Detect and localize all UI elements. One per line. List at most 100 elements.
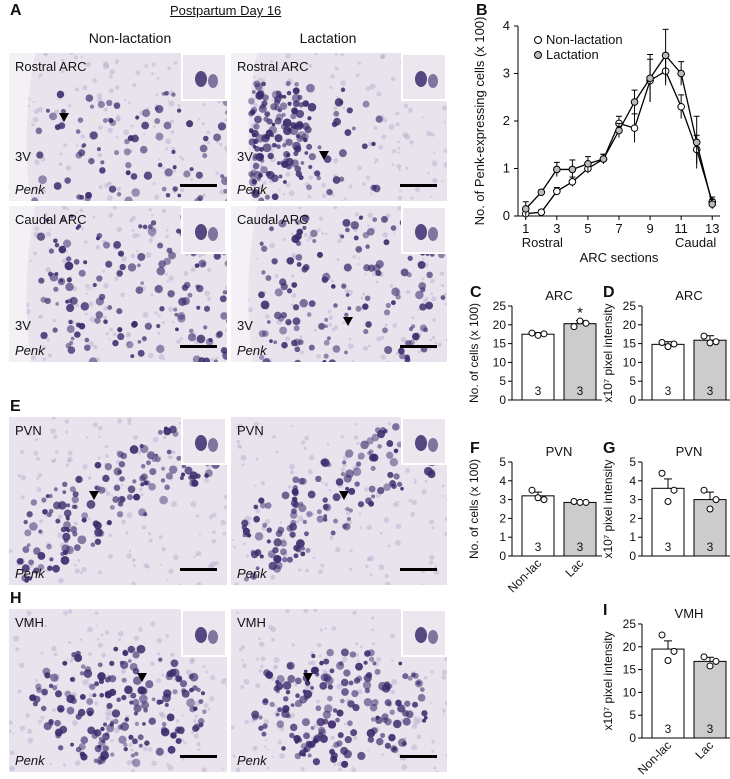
stained-cell (345, 486, 350, 491)
stained-cell (130, 354, 135, 359)
background-cell (206, 296, 212, 301)
individual-point (706, 505, 714, 513)
panel-label-f: F (470, 440, 480, 457)
stained-cell (55, 301, 60, 306)
stained-cell (66, 706, 75, 715)
data-point (599, 155, 608, 163)
individual-point (712, 338, 720, 346)
background-cell (249, 516, 252, 520)
stained-cell (365, 321, 372, 328)
panel-label-i: I (603, 602, 608, 619)
background-cell (98, 125, 103, 131)
background-cell (190, 267, 196, 273)
stained-cell (420, 287, 426, 293)
background-cell (443, 162, 447, 168)
category-label: Non-lac (635, 738, 674, 777)
data-point (553, 165, 561, 174)
inset-nucleus (415, 627, 427, 643)
chart-title: VMH (675, 606, 704, 621)
background-cell (243, 542, 246, 546)
stained-cell (77, 117, 84, 123)
stained-cell (323, 503, 332, 512)
data-point (708, 200, 717, 208)
background-cell (278, 188, 281, 191)
background-cell (444, 302, 447, 306)
stained-cell (130, 321, 138, 328)
stained-cell (94, 745, 102, 753)
background-cell (63, 143, 68, 148)
stained-cell (116, 697, 121, 703)
background-cell (422, 257, 425, 261)
background-cell (291, 292, 297, 298)
stained-cell (408, 327, 413, 331)
background-cell (168, 100, 175, 107)
stained-cell (148, 483, 156, 491)
stained-cell (60, 217, 66, 222)
stained-cell (93, 729, 98, 735)
background-cell (297, 515, 304, 522)
background-cell (196, 581, 202, 585)
stained-cell (140, 463, 146, 469)
background-cell (59, 152, 63, 156)
inset-cell (195, 224, 218, 241)
background-cell (105, 454, 109, 458)
inset-nucleus (195, 71, 207, 87)
stained-cell (37, 563, 45, 571)
background-cell (181, 157, 185, 161)
y-tick-label: 15 (623, 663, 637, 677)
stained-cell (372, 661, 377, 666)
background-cell (443, 148, 447, 153)
background-cell (437, 342, 442, 347)
background-cell (305, 568, 310, 573)
stained-cell (357, 501, 365, 508)
background-cell (428, 560, 434, 565)
background-cell (64, 419, 70, 424)
stained-cell (304, 151, 309, 155)
stained-cell (417, 260, 426, 269)
stained-cell (70, 526, 78, 533)
background-cell (194, 714, 199, 719)
cell-inset (181, 609, 227, 657)
stained-cell (376, 737, 384, 746)
background-cell (103, 107, 108, 112)
individual-point (582, 498, 590, 506)
stained-cell (279, 326, 288, 335)
y-tick-label: 10 (623, 685, 637, 699)
background-cell (128, 549, 131, 552)
background-cell (160, 563, 163, 566)
stained-cell (123, 746, 128, 752)
background-cell (12, 732, 15, 735)
stained-cell (114, 150, 119, 156)
stained-cell (134, 751, 139, 757)
background-cell (104, 182, 110, 188)
background-cell (20, 495, 25, 500)
stained-cell (322, 360, 327, 362)
stained-cell (99, 167, 106, 174)
background-cell (285, 336, 291, 342)
stained-cell (269, 226, 274, 232)
background-cell (177, 104, 181, 108)
stained-cell (286, 556, 293, 563)
stained-cell (304, 531, 309, 537)
y-tick-label: 20 (623, 318, 637, 332)
background-cell (125, 531, 129, 535)
background-cell (79, 208, 84, 213)
y-axis-label: x10⁷ pixel intensity (601, 459, 615, 558)
stained-cell (202, 357, 211, 362)
stained-cell (81, 144, 86, 149)
stained-cell (59, 707, 63, 712)
background-cell (67, 458, 71, 463)
stained-cell (133, 704, 142, 713)
stained-cell (250, 549, 256, 555)
stained-cell (421, 710, 428, 717)
stained-cell (317, 145, 322, 150)
background-cell (172, 168, 177, 173)
background-cell (288, 463, 295, 470)
background-cell (105, 491, 111, 497)
background-cell (385, 213, 391, 219)
background-cell (331, 193, 335, 197)
stained-cell (332, 345, 341, 353)
background-cell (348, 337, 352, 341)
background-cell (172, 708, 175, 711)
background-cell (383, 517, 390, 523)
